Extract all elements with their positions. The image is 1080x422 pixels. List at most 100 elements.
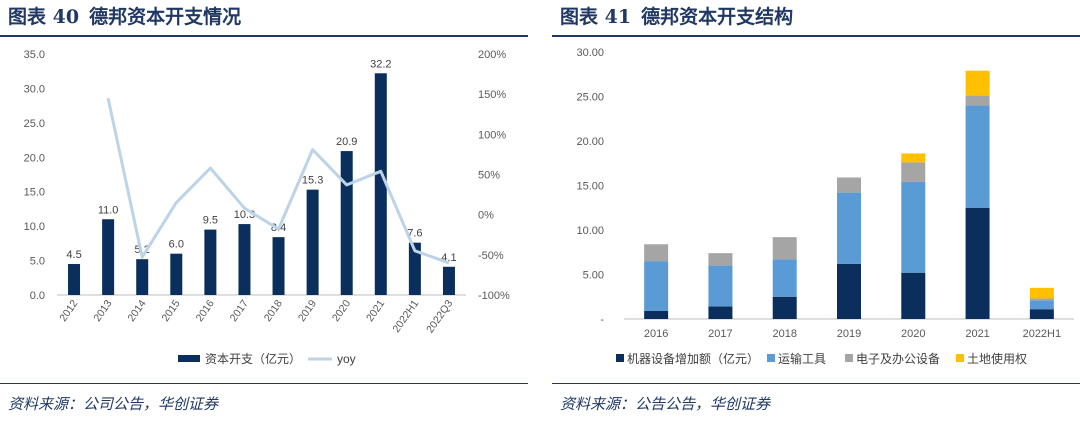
bar: [136, 259, 149, 295]
source-rule: [552, 383, 1080, 384]
data-label: 15.3: [302, 175, 323, 187]
x-tick-label: 2019: [296, 298, 319, 324]
source-note: 资料来源：公司公告，华创证券: [8, 395, 219, 413]
bar: [238, 224, 251, 295]
chart-panel-capex-structure: 图表 41 德邦资本开支结构 - 5.00 10.00 15.00 20.00 25.00 3…: [552, 0, 1080, 422]
stacked-bar-segment: [965, 70, 990, 96]
legend-swatch: [845, 354, 853, 362]
title-rule: [0, 35, 528, 37]
y2-tick-label: 150%: [478, 89, 506, 101]
stacked-bar-segment: [901, 272, 926, 319]
stacked-bar-segment: [837, 263, 861, 319]
x-tick-label: 2020: [330, 298, 353, 324]
x-tick-label: 2017: [228, 298, 251, 324]
data-label: 4.5: [66, 249, 81, 261]
panel-title: 图表 41 德邦资本开支结构: [560, 2, 803, 32]
stacked-bar-segment: [708, 306, 733, 319]
x-tick-label: 2021: [965, 328, 989, 340]
y2-tick-label: -50%: [478, 250, 504, 262]
figure-number: 图表 40: [8, 6, 80, 28]
legend-label: 电子及办公设备: [856, 351, 940, 366]
data-label: 9.5: [203, 215, 218, 227]
legend-swatch-capex: [178, 355, 200, 362]
stacked-bar-segment: [965, 95, 990, 106]
x-tick-label: 2020: [901, 328, 925, 340]
data-label: 20.9: [336, 136, 357, 148]
bar: [442, 266, 455, 295]
y-tick-label: 10.0: [24, 221, 45, 233]
bar: [102, 219, 115, 295]
stacked-bar-segment: [644, 261, 669, 311]
stacked-bar-segment: [901, 162, 926, 182]
stacked-bar-segment: [1029, 298, 1054, 301]
y-tick-label: 15.0: [24, 187, 45, 199]
y2-tick-label: 100%: [478, 129, 506, 141]
x-tick-label: 2018: [262, 298, 285, 324]
stacked-bar-segment: [708, 253, 733, 266]
source-note: 资料来源：公告公告，华创证券: [560, 395, 771, 413]
x-tick-label: 2016: [644, 328, 668, 340]
stacked-bar-segment: [644, 310, 669, 319]
bar: [204, 229, 217, 295]
legend-label: 运输工具: [778, 351, 826, 366]
stacked-bar-segment: [708, 265, 733, 307]
stacked-bar-segment: [772, 296, 797, 319]
bar: [408, 242, 421, 295]
legend-swatch: [616, 354, 624, 362]
data-label: 7.6: [407, 228, 422, 240]
y-tick-label: 30.00: [576, 47, 604, 59]
data-label: 32.2: [370, 58, 391, 70]
x-tick-label: 2013: [91, 298, 114, 324]
legend-label-capex: 资本开支（亿元）: [205, 351, 301, 366]
yoy-line: [106, 97, 450, 265]
stacked-bar-segment: [1029, 287, 1054, 299]
y2-tick-label: -100%: [478, 290, 510, 302]
figure-title: 德邦资本开支结构: [641, 6, 794, 28]
data-label: 6.0: [169, 239, 184, 251]
stacked-bar-segment: [837, 192, 861, 264]
y-tick-label: 20.0: [24, 152, 45, 164]
stacked-bar-segment: [772, 259, 797, 297]
stacked-bar-segment: [1029, 309, 1054, 319]
chart-panel-capex: 图表 40 德邦资本开支情况 0.0 5.0 10.0 15.0 20.0 25.0 30.0…: [0, 0, 528, 422]
data-label: 11.0: [98, 204, 119, 216]
source-rule: [0, 383, 528, 384]
stacked-bar-segment: [965, 207, 990, 319]
bar: [272, 237, 285, 295]
x-tick-label: 2022H1: [1023, 328, 1062, 340]
x-tick-label: 2017: [708, 328, 732, 340]
legend-label: 机器设备增加额（亿元）: [627, 351, 759, 366]
x-tick-label: 2022H1: [390, 298, 421, 335]
x-tick-label: 2012: [57, 298, 80, 324]
stacked-bar-segment: [772, 237, 797, 260]
title-rule: [552, 35, 1080, 37]
stacked-bar-segment: [901, 181, 926, 273]
x-tick-label: 2021: [364, 298, 387, 324]
x-tick-label: 2018: [772, 328, 796, 340]
bar: [340, 151, 353, 295]
panel-title: 图表 40 德邦资本开支情况: [8, 2, 251, 32]
stacked-bar-segment: [901, 153, 926, 163]
x-tick-label: 2019: [837, 328, 861, 340]
y-tick-label: 25.0: [24, 118, 45, 130]
y-tick-label: -: [600, 314, 604, 326]
data-label: 4.1: [441, 252, 456, 264]
bar: [306, 189, 319, 295]
y-tick-label: 25.00: [576, 92, 604, 104]
x-tick-label: 2022Q3: [424, 298, 455, 336]
data-label: 10.3: [234, 209, 255, 221]
legend-label-yoy: yoy: [337, 352, 356, 366]
y-tick-label: 30.0: [24, 83, 45, 95]
stacked-bar-segment: [1029, 300, 1054, 310]
x-tick-label: 2014: [125, 298, 148, 324]
y-tick-label: 10.00: [576, 225, 604, 237]
y-tick-label: 20.00: [576, 136, 604, 148]
y-tick-label: 5.00: [583, 270, 604, 282]
bar: [170, 253, 183, 295]
y-tick-label: 15.00: [576, 181, 604, 193]
y-tick-label: 0.0: [30, 290, 45, 302]
stacked-bar-segment: [837, 177, 861, 193]
figure-number: 图表 41: [560, 6, 632, 28]
y2-tick-label: 0%: [478, 210, 494, 222]
legend-swatch: [956, 354, 964, 362]
